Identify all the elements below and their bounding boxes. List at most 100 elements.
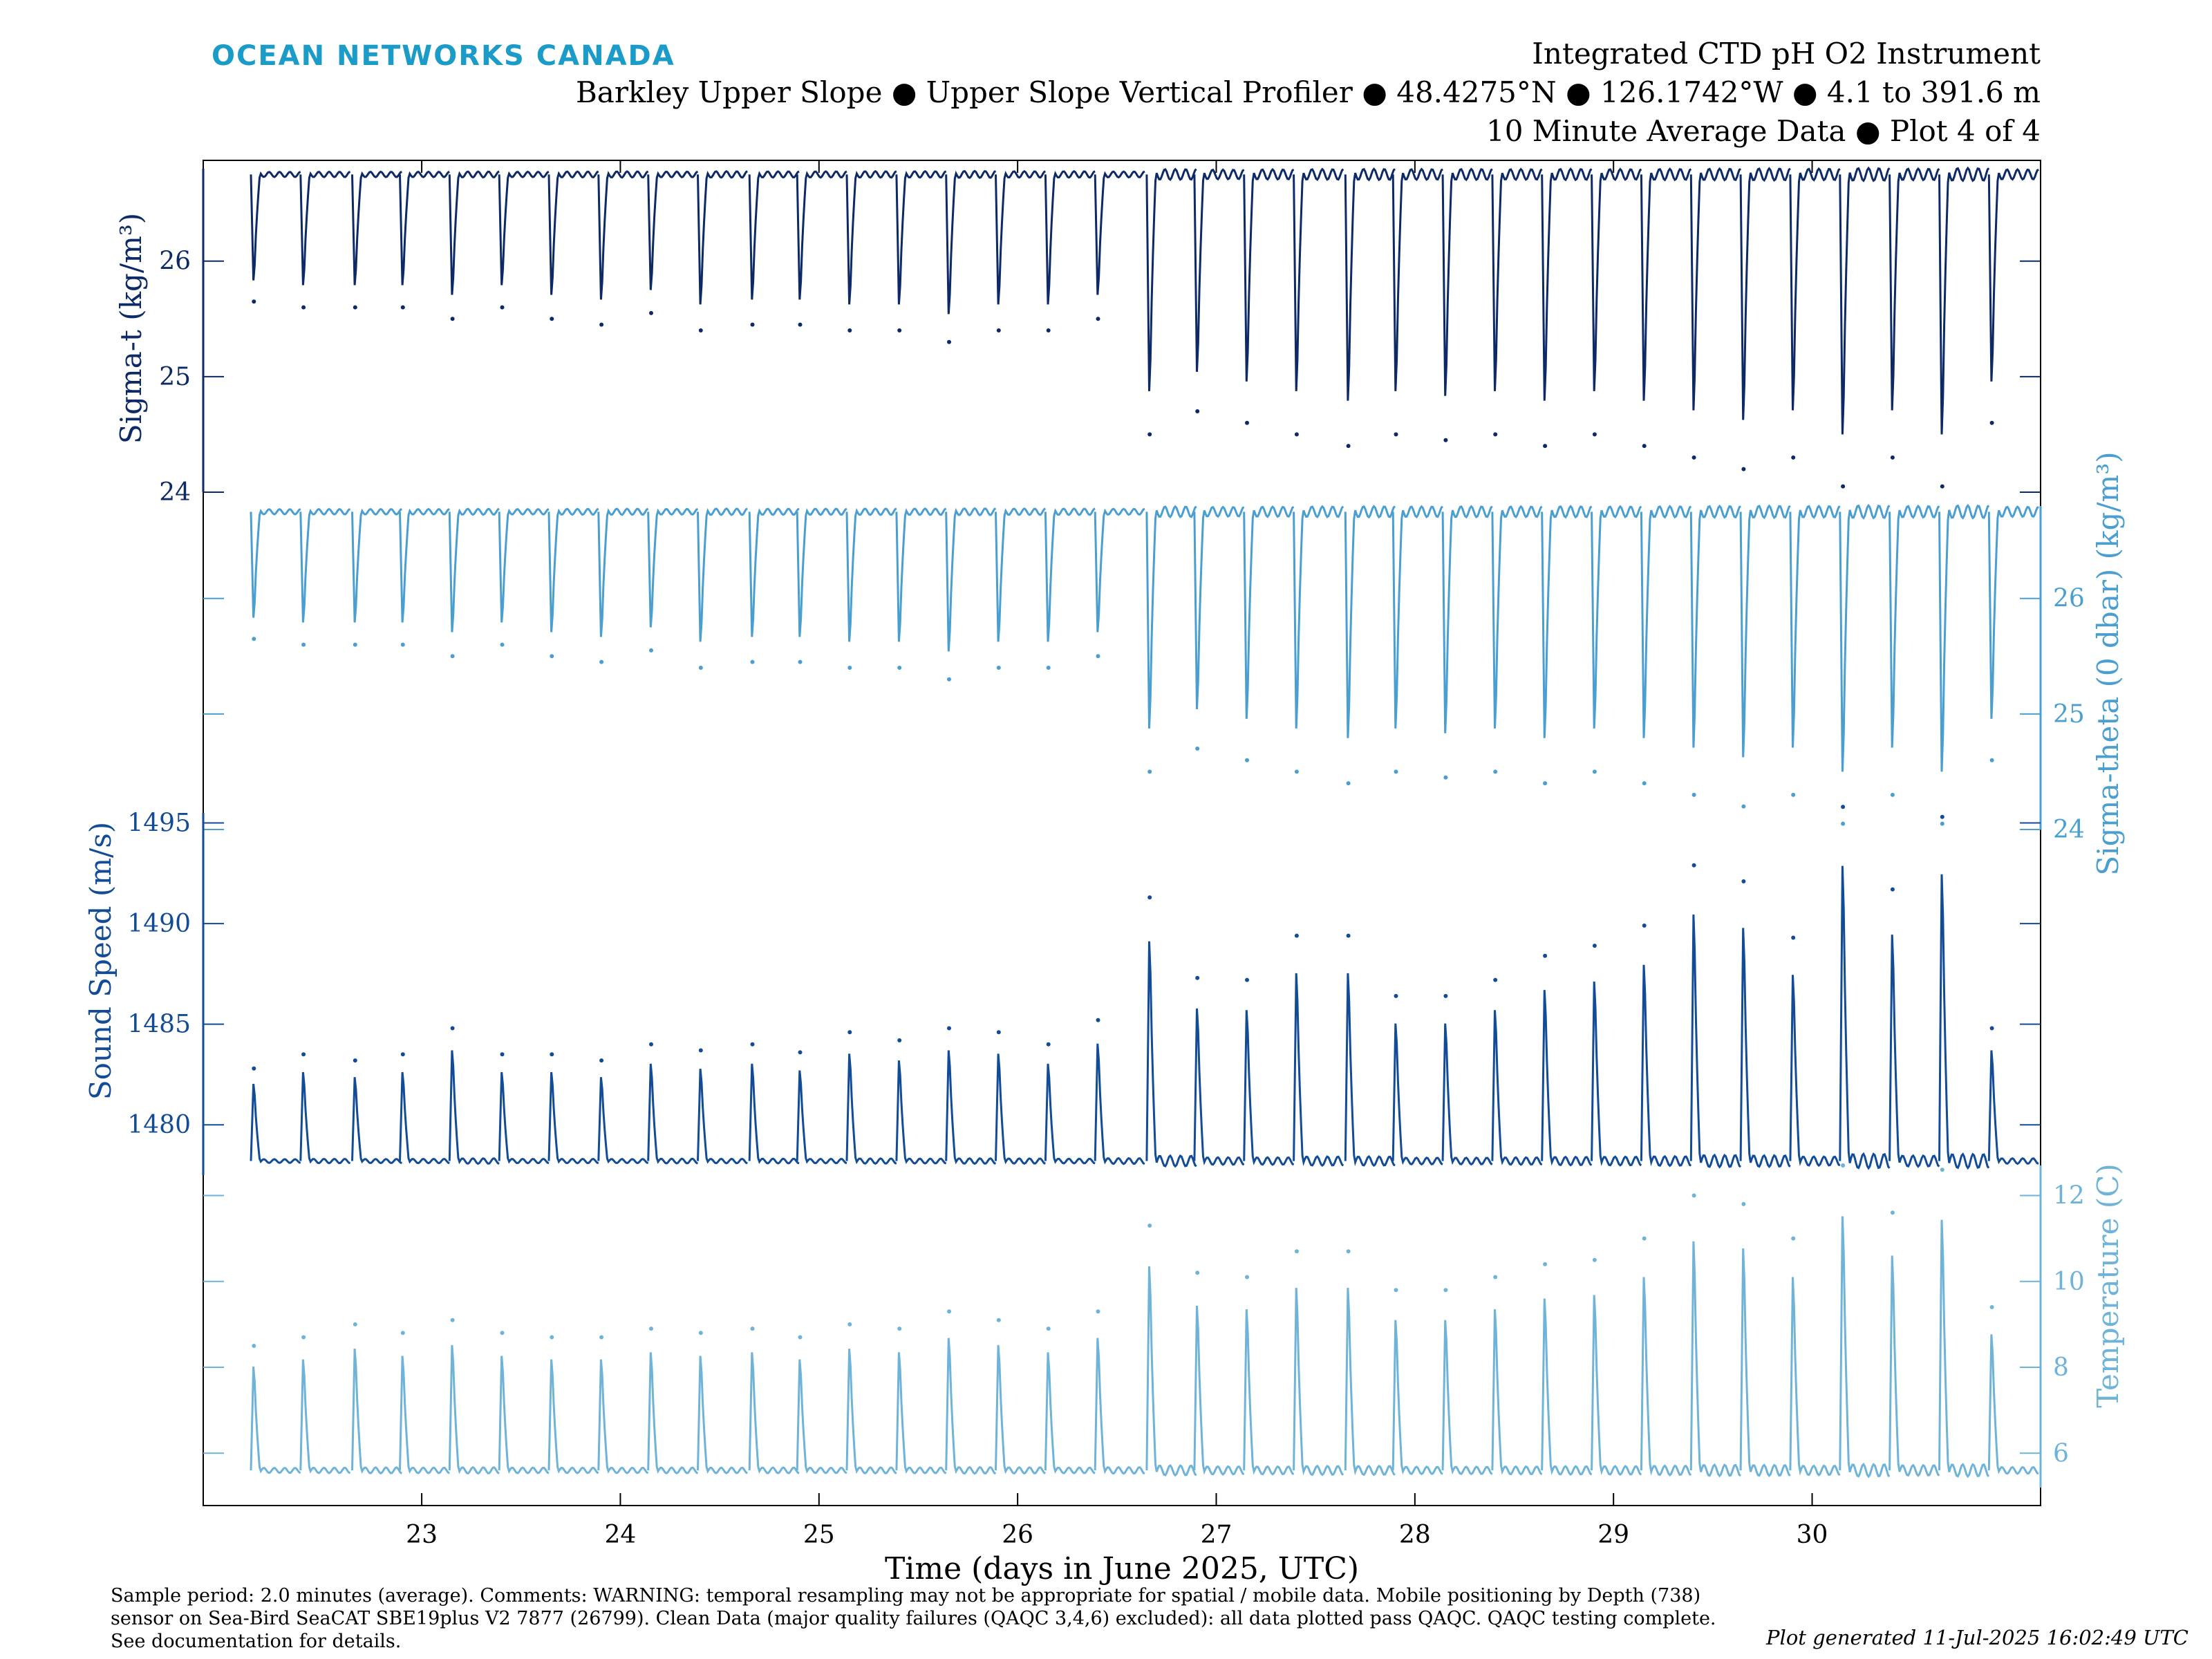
profile-trace bbox=[697, 507, 748, 642]
data-point bbox=[400, 1331, 405, 1335]
data-point bbox=[1195, 975, 1200, 980]
profile-trace bbox=[748, 1063, 800, 1165]
profile-trace bbox=[597, 1359, 649, 1474]
profile-trace bbox=[498, 170, 550, 285]
data-point bbox=[847, 1030, 852, 1035]
profile-trace bbox=[597, 1077, 649, 1165]
profile-trace bbox=[1888, 504, 1940, 748]
y-axis-label-sigma-theta: Sigma-theta (0 dbar) (kg/m³) bbox=[2091, 451, 2125, 875]
data-point bbox=[798, 659, 803, 664]
profile-trace bbox=[1839, 1216, 1891, 1479]
data-point bbox=[1443, 1288, 1448, 1293]
data-point bbox=[1245, 420, 1249, 425]
data-point bbox=[698, 1048, 703, 1053]
profile-trace bbox=[597, 507, 649, 637]
profile-trace bbox=[1491, 1010, 1543, 1166]
data-point bbox=[1940, 814, 1944, 819]
profile-trace bbox=[399, 1071, 450, 1165]
data-point bbox=[550, 1335, 554, 1340]
profile-trace bbox=[1640, 964, 1692, 1168]
profile-trace bbox=[1243, 1010, 1295, 1166]
data-point bbox=[1195, 747, 1200, 751]
profile-trace bbox=[1640, 1277, 1692, 1477]
profile-trace bbox=[1145, 505, 1197, 729]
data-point bbox=[1195, 1271, 1200, 1275]
profile-trace bbox=[1293, 1288, 1344, 1477]
data-point bbox=[353, 1322, 357, 1327]
x-tick-label: 27 bbox=[1201, 1521, 1232, 1549]
footer-notes: Sample period: 2.0 minutes (average). Co… bbox=[111, 1584, 1811, 1653]
profile-trace bbox=[1094, 507, 1145, 632]
profile-trace bbox=[1987, 1050, 2039, 1165]
profile-trace bbox=[647, 507, 698, 628]
profile-trace bbox=[1591, 1295, 1642, 1477]
data-point bbox=[252, 299, 256, 304]
profile-trace bbox=[1839, 865, 1891, 1170]
profile-trace bbox=[1591, 167, 1642, 391]
profile-trace bbox=[1094, 1338, 1145, 1475]
profile-trace bbox=[1689, 1241, 1741, 1478]
data-point bbox=[1046, 1042, 1051, 1047]
profile-trace bbox=[1391, 167, 1443, 391]
profile-trace bbox=[697, 1069, 748, 1165]
data-point bbox=[500, 305, 505, 310]
profile-trace bbox=[1491, 167, 1543, 391]
profile-trace bbox=[895, 507, 947, 642]
profile-trace bbox=[647, 1063, 698, 1165]
plot-frame bbox=[203, 160, 2041, 1506]
data-point bbox=[897, 1327, 902, 1331]
data-point bbox=[1443, 993, 1448, 998]
data-point bbox=[1741, 804, 1746, 809]
profile-trace bbox=[299, 1071, 351, 1165]
data-point bbox=[1890, 1210, 1895, 1215]
chart-subtitle-2: 10 Minute Average Data ● Plot 4 of 4 bbox=[1486, 114, 2041, 148]
data-point bbox=[1394, 993, 1398, 998]
data-point bbox=[301, 1335, 306, 1340]
data-point bbox=[1940, 821, 1944, 826]
profile-trace bbox=[1591, 505, 1642, 729]
data-point bbox=[1989, 420, 1994, 425]
data-point bbox=[450, 317, 455, 321]
data-point bbox=[1346, 781, 1351, 786]
series-temperature bbox=[250, 1163, 2039, 1479]
data-point bbox=[1543, 444, 1548, 449]
profile-trace bbox=[748, 170, 800, 300]
data-point bbox=[996, 1030, 1001, 1035]
profile-trace bbox=[845, 1348, 897, 1475]
profile-trace bbox=[1938, 1219, 1990, 1479]
y-tick-label: 24 bbox=[159, 478, 191, 507]
data-point bbox=[1841, 805, 1846, 809]
data-point bbox=[1493, 769, 1498, 774]
profile-trace bbox=[1789, 504, 1841, 748]
data-point bbox=[897, 666, 902, 670]
data-point bbox=[1691, 792, 1696, 797]
profile-trace bbox=[1145, 1266, 1197, 1477]
profile-trace bbox=[895, 1060, 947, 1165]
data-point bbox=[947, 1026, 951, 1031]
profile-trace bbox=[1293, 505, 1344, 729]
profile-trace bbox=[796, 1359, 847, 1474]
profile-trace bbox=[1391, 1023, 1443, 1166]
footer-note-line-3: See documentation for details. bbox=[111, 1631, 402, 1652]
y-tick-label: 26 bbox=[2053, 585, 2085, 613]
data-point bbox=[1592, 432, 1597, 437]
y-tick-label: 25 bbox=[2053, 700, 2085, 729]
profile-trace bbox=[1145, 941, 1197, 1168]
x-axis-label: Time (days in June 2025, UTC) bbox=[885, 1551, 1359, 1586]
profile-trace bbox=[1193, 168, 1245, 372]
profile-trace bbox=[697, 1356, 748, 1474]
series-group bbox=[250, 166, 2039, 1479]
data-point bbox=[252, 1066, 256, 1071]
profile-trace bbox=[1640, 505, 1692, 738]
profile-trace bbox=[1987, 505, 2039, 719]
profile-trace bbox=[1391, 1320, 1443, 1476]
y-tick-label: 26 bbox=[159, 247, 191, 276]
profile-trace bbox=[995, 507, 1046, 642]
profile-trace bbox=[299, 1359, 351, 1474]
profile-trace bbox=[1044, 1063, 1096, 1165]
data-point bbox=[599, 322, 604, 327]
data-point bbox=[1989, 758, 1994, 762]
y-tick-label: 8 bbox=[2053, 1353, 2069, 1382]
profile-trace bbox=[1541, 990, 1593, 1167]
profile-trace bbox=[498, 1071, 550, 1165]
